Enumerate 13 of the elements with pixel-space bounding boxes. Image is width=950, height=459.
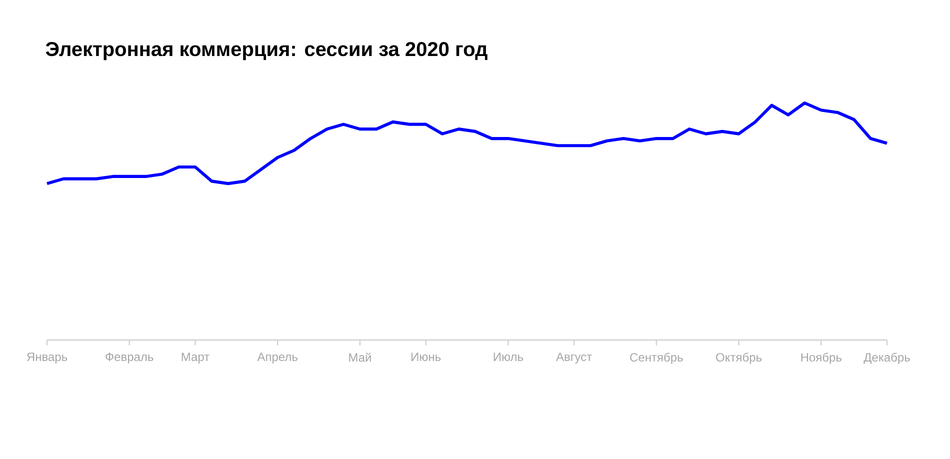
x-tick-label: Июль [494,352,524,362]
x-tick-label: Февраль [106,352,154,364]
x-tick-label: Март [182,352,210,364]
x-tick-label: Апрель [257,352,298,364]
x-tick-label: Декабрь [864,352,910,364]
x-tick-label: Ноябрь [801,352,842,364]
x-tick-label: Август [556,352,592,364]
x-tick-label: Май [349,352,371,362]
x-tick-label: Октябрь [716,352,762,364]
x-tick-label: Январь [27,352,68,364]
x-tick-label: Июнь [412,352,441,362]
chart-title: Электронная коммерция: сессии за 2020 год [46,42,488,60]
x-tick-label: Сентябрь [630,352,683,364]
